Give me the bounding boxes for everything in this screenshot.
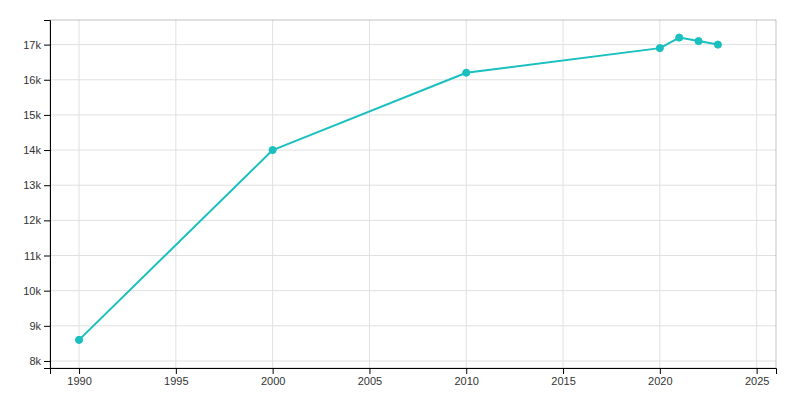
y-tick: 12k <box>23 214 50 226</box>
x-tick-label: 1990 <box>67 375 91 387</box>
x-grid-line <box>659 20 660 368</box>
x-tick-label: 2025 <box>745 375 769 387</box>
x-tick: 1995 <box>164 368 188 387</box>
x-tick: 2005 <box>358 368 382 387</box>
x-tick-mark <box>176 368 177 374</box>
x-tick-label: 2020 <box>648 375 672 387</box>
x-grid-line <box>272 20 273 368</box>
y-axis: 8k 9k 10k 11k 12k 13k 14k 15k 16k 17k <box>23 21 50 369</box>
y-tick: 16k <box>23 74 50 86</box>
x-tick-label: 2005 <box>358 375 382 387</box>
x-tick-label: 2000 <box>261 375 285 387</box>
y-tick-label: 8k <box>29 355 41 367</box>
x-tick: 2015 <box>551 368 575 387</box>
point <box>656 45 663 52</box>
y-tick: 17k <box>23 39 50 51</box>
y-grid-line <box>50 150 776 151</box>
grid <box>50 20 776 368</box>
y-tick-mark <box>44 361 50 362</box>
point <box>463 69 470 76</box>
x-grid-line <box>175 20 176 368</box>
x-tick-mark <box>466 368 467 374</box>
y-grid-line <box>50 114 776 115</box>
y-axis-line <box>44 21 51 369</box>
x-tick-label: 1995 <box>164 375 188 387</box>
y-grid-line <box>50 79 776 80</box>
x-tick-label: 2015 <box>551 375 575 387</box>
y-grid-line <box>50 185 776 186</box>
x-tick: 2000 <box>261 368 285 387</box>
y-grid-line <box>50 360 776 361</box>
chart: 1990 1995 2000 2005 2010 2015 2020 2025 8k 9k 10k 1… <box>0 0 800 400</box>
x-grid-line <box>563 20 564 368</box>
x-tick-mark <box>273 368 274 374</box>
x-tick-mark <box>563 368 564 374</box>
x-tick: 2025 <box>745 368 769 387</box>
y-tick-mark <box>44 185 50 186</box>
line <box>79 38 718 340</box>
y-tick: 11k <box>24 250 50 262</box>
y-tick-label: 14k <box>23 144 41 156</box>
point <box>695 38 702 45</box>
y-tick-label: 15k <box>23 109 41 121</box>
y-tick: 9k <box>29 320 50 332</box>
y-tick-label: 9k <box>29 320 41 332</box>
y-tick: 14k <box>23 144 50 156</box>
x-grid-line <box>369 20 370 368</box>
x-axis-line <box>51 369 777 375</box>
y-tick-mark <box>44 150 50 151</box>
y-tick: 10k <box>23 285 50 297</box>
y-tick: 13k <box>23 179 50 191</box>
y-tick-label: 12k <box>23 214 41 226</box>
y-tick-mark <box>44 115 50 116</box>
x-axis: 1990 1995 2000 2005 2010 2015 2020 2025 <box>51 368 777 387</box>
x-tick-mark <box>660 368 661 374</box>
y-tick-mark <box>44 45 50 46</box>
y-grid-line <box>50 220 776 221</box>
x-tick-mark <box>79 368 80 374</box>
x-tick: 2020 <box>648 368 672 387</box>
point <box>269 146 276 153</box>
y-tick: 15k <box>23 109 50 121</box>
point <box>714 41 721 48</box>
x-tick-mark <box>369 368 370 374</box>
y-tick-label: 11k <box>24 250 41 262</box>
y-tick-label: 10k <box>23 285 41 297</box>
y-grid-line <box>50 325 776 326</box>
series <box>75 34 721 343</box>
y-grid-line <box>50 255 776 256</box>
y-tick-mark <box>44 256 50 257</box>
x-grid-line <box>756 20 757 368</box>
x-tick: 2010 <box>454 368 478 387</box>
y-tick-mark <box>44 220 50 221</box>
x-tick-label: 2010 <box>454 375 478 387</box>
y-tick-mark <box>44 80 50 81</box>
y-tick: 8k <box>29 355 50 367</box>
y-tick-mark <box>44 291 50 292</box>
y-tick-label: 17k <box>23 39 41 51</box>
x-grid-line <box>79 20 80 368</box>
x-tick: 1990 <box>67 368 91 387</box>
y-tick-mark <box>44 326 50 327</box>
plot-area: 1990 1995 2000 2005 2010 2015 2020 2025 8k 9k 10k 1… <box>23 20 776 387</box>
plot-frame <box>50 20 776 368</box>
point <box>75 336 82 343</box>
y-tick-label: 13k <box>23 179 41 191</box>
y-grid-line <box>50 290 776 291</box>
point <box>676 34 683 41</box>
y-tick-label: 16k <box>23 74 41 86</box>
x-tick-mark <box>757 368 758 374</box>
